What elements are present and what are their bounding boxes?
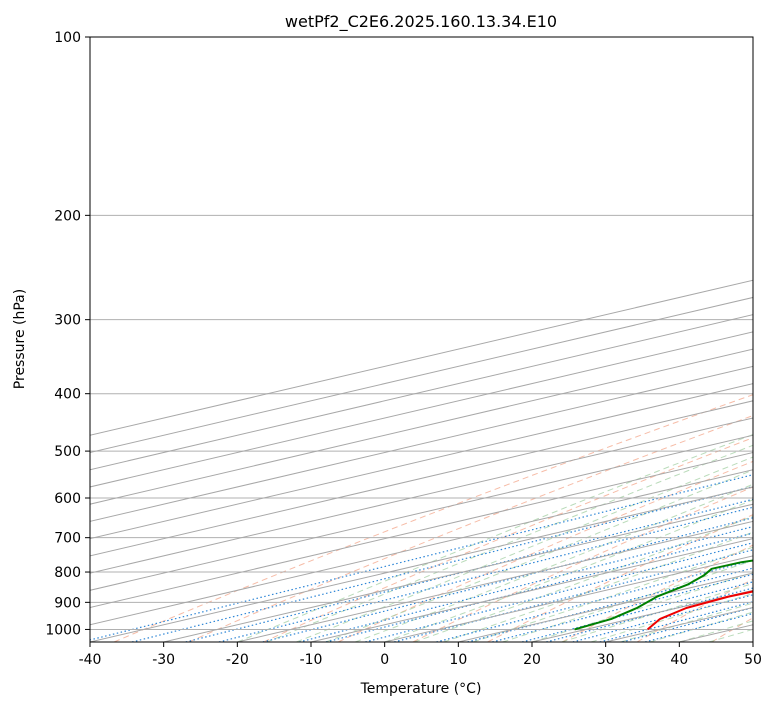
x-tick-label: 50 — [744, 652, 762, 668]
dewpoint-profile-line — [574, 559, 753, 631]
x-tick-label: 30 — [597, 652, 615, 668]
dry-adiabat — [487, 514, 753, 642]
moist-adiabat — [325, 469, 753, 642]
x-tick-label: 40 — [670, 652, 688, 668]
isotherm-line — [90, 469, 753, 626]
moist-adiabat — [355, 483, 753, 642]
y-tick-label: 1000 — [45, 622, 81, 638]
moist-adiabat — [561, 582, 753, 642]
mixing-ratio-line — [599, 601, 753, 642]
plot-area — [90, 37, 753, 642]
isotherm-line — [310, 538, 753, 642]
mixing-ratio-line — [131, 485, 753, 642]
isotherm-line — [90, 296, 753, 454]
x-tick-label: -10 — [300, 652, 323, 668]
isotherm-line — [90, 486, 753, 642]
y-tick-label: 300 — [54, 313, 81, 329]
y-tick-label: 200 — [54, 208, 81, 224]
plot-frame — [89, 36, 754, 643]
x-tick-label: 0 — [380, 652, 389, 668]
moist-adiabat — [266, 444, 753, 642]
y-tick-label: 900 — [54, 595, 81, 611]
y-tick-label: 100 — [54, 30, 81, 46]
isotherm-line — [163, 503, 753, 642]
isotherm-line — [90, 451, 753, 609]
isotherm-line — [90, 279, 753, 436]
y-tick-label: 800 — [54, 565, 81, 581]
moist-adiabat — [384, 499, 753, 642]
isotherm-line — [90, 434, 753, 591]
moist-adiabat — [237, 433, 753, 642]
x-tick-label: -30 — [152, 652, 175, 668]
moist-adiabat — [531, 571, 753, 642]
dry-adiabat — [562, 544, 753, 642]
y-tick-label: 700 — [54, 531, 81, 547]
mixing-ratio-line — [325, 532, 753, 642]
x-axis-label: Temperature (°C) — [360, 681, 482, 697]
x-axis: -40 -30 -20 -10 0 10 20 30 40 50 — [79, 642, 762, 668]
y-axis-label: Pressure (hPa) — [12, 289, 28, 389]
y-tick-label: 600 — [54, 491, 81, 507]
dry-adiabat — [337, 460, 753, 642]
isotherm-line — [90, 331, 753, 488]
dry-adiabat — [263, 437, 753, 642]
moist-adiabat — [413, 515, 753, 642]
isotherm-line — [90, 400, 753, 557]
x-tick-label: -40 — [79, 652, 102, 668]
x-tick-label: 10 — [449, 652, 467, 668]
x-tick-label: 20 — [523, 652, 541, 668]
y-tick-label: 400 — [54, 387, 81, 403]
y-tick-label: 500 — [54, 444, 81, 460]
y-axis: 100 200 300 400 500 600 700 800 900 1000 — [45, 30, 90, 638]
isotherm-line — [90, 314, 753, 471]
dry-adiabat — [188, 414, 753, 642]
mixing-ratio-line — [365, 542, 753, 642]
isotherm-line — [237, 520, 753, 642]
mixing-ratio-line — [299, 525, 753, 642]
mixing-ratio-line — [262, 517, 753, 642]
x-tick-label: -20 — [226, 652, 249, 668]
isotherm-line — [90, 417, 753, 574]
chart-title: wetPf2_C2E6.2025.160.13.34.E10 — [285, 12, 557, 32]
